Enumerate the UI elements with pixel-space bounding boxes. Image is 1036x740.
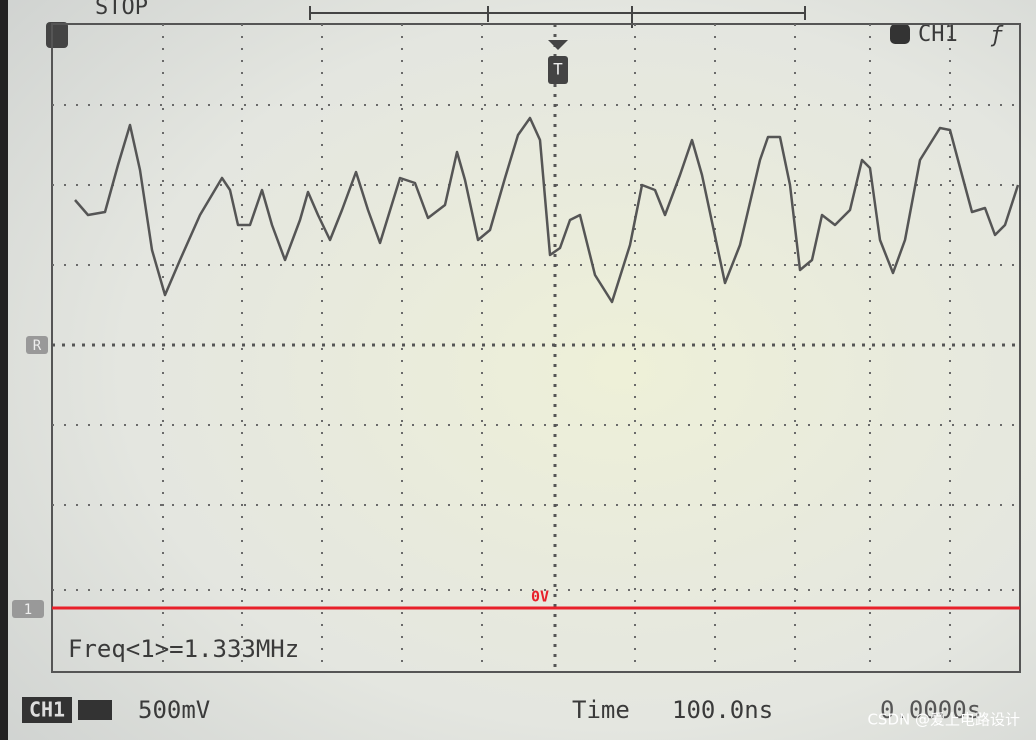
time-per-div: 100.0ns: [672, 696, 773, 724]
center-axes: [52, 24, 1020, 672]
menu-icon: [46, 22, 68, 48]
grid: [52, 24, 1020, 672]
trigger-marker-box: [548, 56, 568, 84]
memory-bar: [309, 6, 806, 28]
channel-marker-box: [12, 600, 44, 618]
volts-per-div: 500mV: [138, 696, 210, 724]
watermark: CSDN @爱上电路设计: [867, 711, 1020, 729]
waveform: [74, 116, 1020, 304]
coupling-icon: [78, 700, 112, 720]
bezel: [0, 0, 8, 740]
zero-label: 0V: [531, 588, 549, 606]
channel-marker: 1: [24, 602, 32, 618]
ref-marker: R: [33, 338, 42, 354]
trigger-offset: 0.0000s: [880, 696, 981, 724]
trigger-marker: T: [553, 60, 563, 79]
ref-marker-box: [26, 336, 48, 354]
trigger-pointer: [548, 40, 568, 50]
channel-badge: [22, 697, 72, 723]
time-label: Time: [572, 696, 630, 724]
channel-status: CH1: [918, 22, 958, 47]
grid-lines: [52, 24, 1020, 672]
trigger-icon: [890, 24, 910, 44]
run-state: STOP: [95, 0, 148, 20]
frequency-measurement: Freq<1>=1.333MHz: [68, 635, 299, 663]
edge-icon: ƒ: [990, 23, 1004, 48]
graticule-border: [51, 23, 1021, 673]
footer-channel: CH1: [29, 698, 65, 722]
